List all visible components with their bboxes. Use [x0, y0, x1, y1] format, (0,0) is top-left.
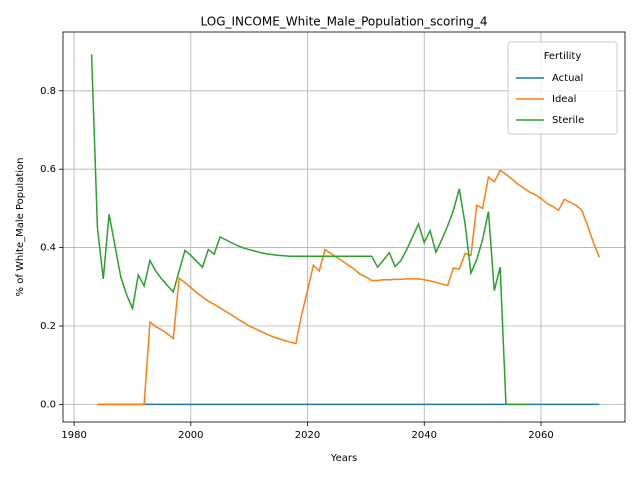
y-axis-label: % of White_Male Population — [15, 158, 26, 297]
x-tick-label: 2060 — [528, 430, 553, 441]
y-tick-label: 0.0 — [40, 399, 56, 410]
chart-title: LOG_INCOME_White_Male_Population_scoring… — [201, 15, 488, 29]
y-tick-label: 0.2 — [40, 321, 56, 332]
x-tick-label: 2040 — [412, 430, 437, 441]
x-axis-label: Years — [330, 453, 357, 464]
y-tick-label: 0.8 — [40, 86, 56, 97]
x-tick-label: 2020 — [295, 430, 320, 441]
x-tick-label: 1980 — [61, 430, 86, 441]
legend-title: Fertility — [544, 51, 582, 62]
line — [97, 169, 601, 406]
y-tick-label: 0.6 — [40, 164, 56, 175]
legend-label: Sterile — [552, 115, 584, 126]
legend-box — [507, 41, 618, 135]
line — [90, 54, 530, 406]
legend-label: Ideal — [552, 94, 576, 105]
y-tick-label: 0.4 — [40, 243, 56, 254]
x-tick-label: 2000 — [178, 430, 203, 441]
plot-frame — [62, 31, 626, 423]
legend-label: Actual — [552, 73, 583, 84]
